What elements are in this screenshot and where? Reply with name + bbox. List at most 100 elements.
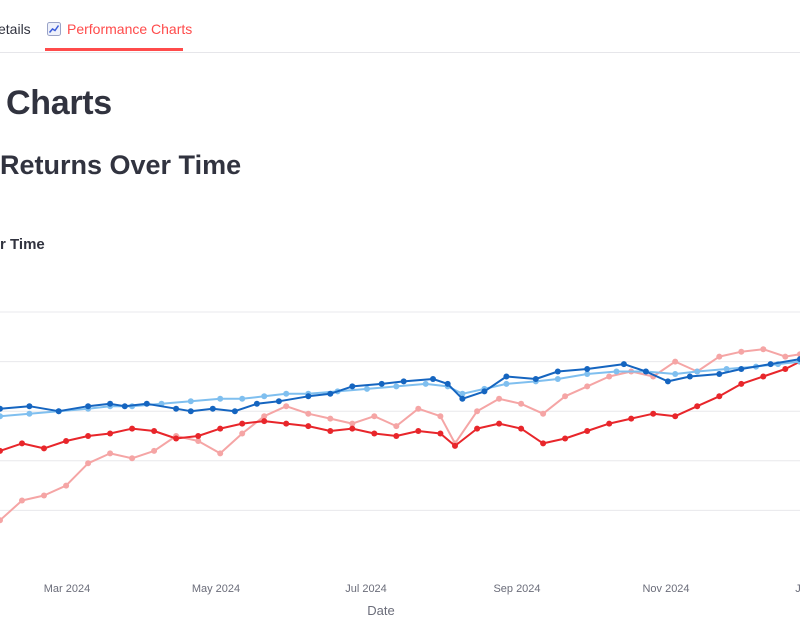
data-point[interactable] (694, 368, 701, 375)
data-point[interactable] (239, 430, 246, 437)
data-point[interactable] (63, 438, 70, 444)
data-point[interactable] (0, 447, 3, 454)
data-point[interactable] (327, 415, 334, 422)
data-point[interactable] (55, 408, 62, 415)
data-point[interactable] (129, 425, 136, 432)
data-point[interactable] (26, 410, 33, 417)
data-point[interactable] (540, 440, 547, 447)
data-point[interactable] (437, 413, 444, 420)
data-point[interactable] (782, 366, 789, 372)
data-point[interactable] (716, 393, 723, 400)
data-point[interactable] (239, 420, 246, 427)
data-point[interactable] (261, 393, 268, 400)
data-point[interactable] (532, 376, 539, 382)
data-point[interactable] (496, 395, 503, 402)
data-point[interactable] (187, 408, 194, 415)
data-point[interactable] (107, 430, 114, 437)
data-point[interactable] (694, 403, 701, 410)
data-point[interactable] (503, 373, 510, 380)
tab-performance-charts[interactable]: Performance Charts (47, 21, 192, 37)
data-point[interactable] (562, 393, 569, 400)
data-point[interactable] (716, 371, 723, 377)
data-point[interactable] (349, 420, 356, 427)
data-point[interactable] (327, 390, 334, 397)
data-point[interactable] (738, 380, 745, 387)
data-point[interactable] (217, 450, 224, 457)
data-point[interactable] (195, 438, 202, 444)
data-point[interactable] (19, 440, 25, 447)
data-point[interactable] (393, 433, 400, 439)
data-point[interactable] (430, 376, 436, 382)
data-point[interactable] (393, 383, 400, 390)
data-point[interactable] (613, 368, 620, 375)
data-point[interactable] (0, 405, 3, 412)
data-point[interactable] (283, 420, 290, 427)
data-point[interactable] (767, 361, 774, 368)
data-point[interactable] (239, 395, 246, 402)
data-point[interactable] (760, 373, 767, 380)
data-point[interactable] (209, 405, 216, 412)
data-point[interactable] (305, 423, 312, 430)
data-point[interactable] (19, 497, 25, 504)
data-point[interactable] (474, 425, 481, 432)
tab-details[interactable]: etails (0, 21, 31, 37)
data-point[interactable] (41, 445, 47, 452)
data-point[interactable] (393, 423, 400, 430)
data-point[interactable] (642, 368, 649, 375)
data-point[interactable] (716, 353, 723, 360)
data-point[interactable] (129, 455, 136, 462)
data-point[interactable] (760, 346, 767, 353)
data-point[interactable] (474, 408, 481, 415)
data-point[interactable] (444, 380, 451, 387)
data-point[interactable] (606, 373, 613, 380)
data-point[interactable] (415, 405, 422, 412)
data-point[interactable] (151, 447, 158, 454)
data-point[interactable] (26, 403, 33, 410)
data-point[interactable] (283, 403, 290, 410)
data-point[interactable] (437, 430, 444, 437)
data-point[interactable] (584, 428, 591, 434)
data-point[interactable] (378, 380, 385, 387)
data-point[interactable] (327, 428, 334, 434)
data-point[interactable] (371, 430, 378, 437)
data-point[interactable] (422, 380, 429, 387)
data-point[interactable] (606, 420, 613, 427)
data-point[interactable] (261, 413, 268, 420)
data-point[interactable] (518, 400, 525, 407)
data-point[interactable] (107, 450, 114, 457)
data-point[interactable] (782, 353, 789, 360)
data-point[interactable] (0, 517, 3, 524)
data-point[interactable] (231, 408, 238, 415)
data-point[interactable] (275, 398, 282, 405)
data-point[interactable] (723, 366, 730, 372)
data-point[interactable] (349, 383, 356, 390)
data-point[interactable] (217, 395, 224, 402)
data-point[interactable] (664, 378, 671, 385)
data-point[interactable] (672, 358, 679, 365)
data-point[interactable] (195, 433, 202, 439)
data-point[interactable] (554, 376, 561, 382)
data-point[interactable] (738, 348, 745, 355)
data-point[interactable] (217, 425, 224, 432)
data-point[interactable] (371, 413, 378, 420)
data-point[interactable] (173, 435, 180, 442)
data-point[interactable] (173, 405, 180, 412)
data-point[interactable] (143, 400, 150, 407)
data-point[interactable] (283, 390, 290, 397)
data-point[interactable] (41, 492, 47, 499)
data-point[interactable] (650, 410, 657, 417)
data-point[interactable] (554, 368, 561, 375)
data-point[interactable] (0, 413, 3, 420)
data-point[interactable] (121, 403, 128, 410)
data-point[interactable] (452, 442, 458, 449)
data-point[interactable] (620, 361, 627, 368)
data-point[interactable] (415, 428, 422, 434)
data-point[interactable] (503, 380, 510, 387)
data-point[interactable] (400, 378, 407, 385)
data-point[interactable] (85, 403, 92, 410)
data-point[interactable] (738, 366, 745, 372)
data-point[interactable] (364, 385, 370, 392)
data-point[interactable] (584, 366, 591, 372)
data-point[interactable] (584, 371, 591, 377)
